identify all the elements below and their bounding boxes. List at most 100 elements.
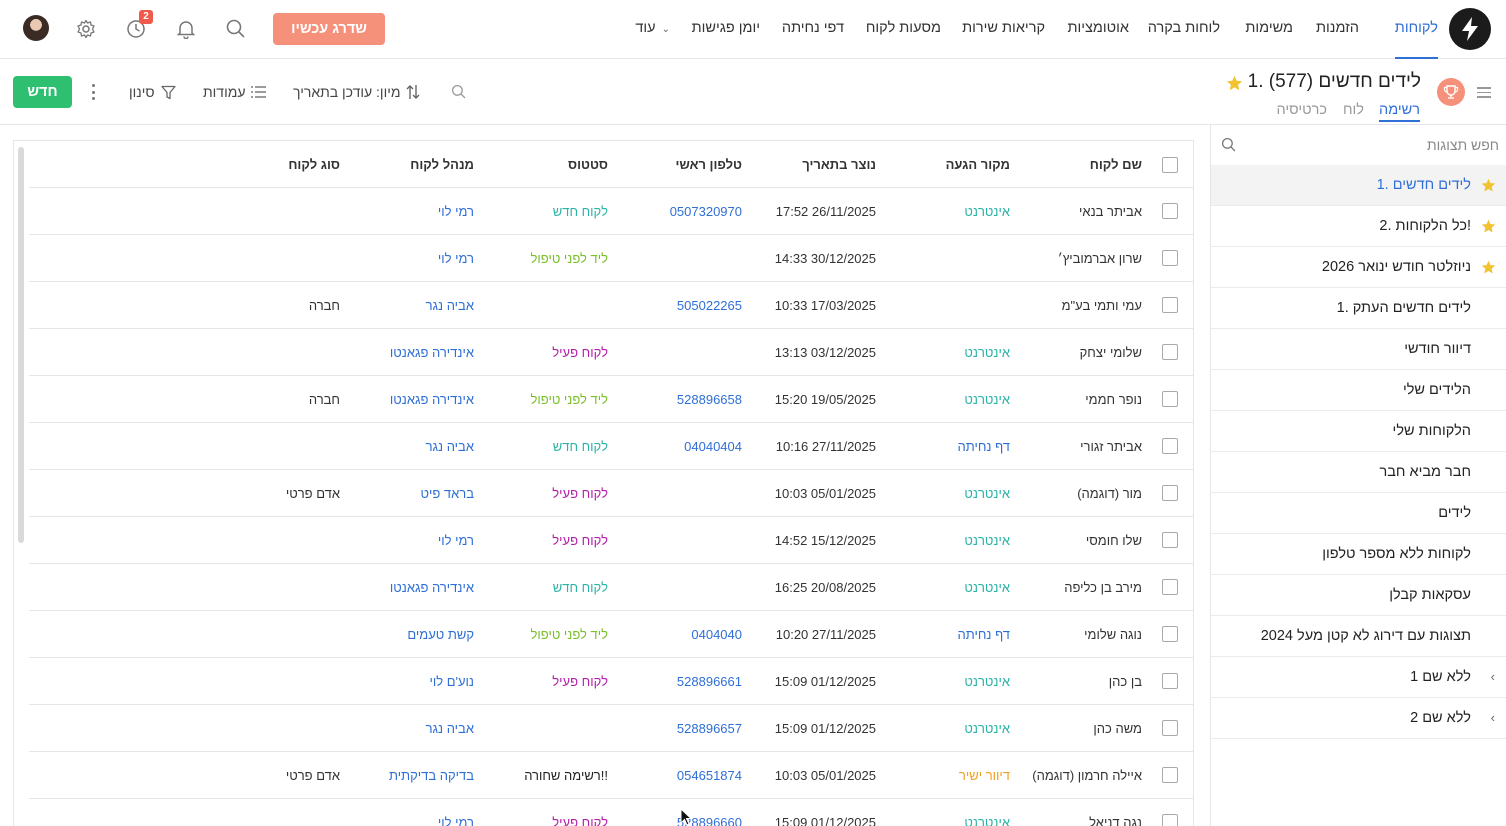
- table-row[interactable]: משה כהן אינטרנט 15:09 01/12/2025 528896657 א…: [29, 705, 1193, 752]
- search-icon[interactable]: [224, 17, 248, 41]
- views-search[interactable]: חפש תצוגות: [1211, 125, 1506, 165]
- col-header-type[interactable]: סוג לקוח: [288, 157, 340, 172]
- row-checkbox[interactable]: [1162, 814, 1178, 826]
- sidebar-view-item[interactable]: 1. לידים חדשים: [1211, 165, 1506, 206]
- col-header-source[interactable]: מקור הגעה: [945, 157, 1010, 172]
- row-checkbox[interactable]: [1162, 767, 1178, 783]
- chevron-left-icon[interactable]: ‹: [1490, 710, 1495, 725]
- col-header-name[interactable]: שם לקוח: [1089, 157, 1142, 172]
- row-checkbox[interactable]: [1162, 532, 1178, 548]
- cell-phone[interactable]: 528896660: [676, 815, 742, 826]
- cell-phone[interactable]: 528896658: [676, 392, 742, 407]
- hamburger-icon[interactable]: [1477, 87, 1491, 98]
- star-icon[interactable]: [1481, 178, 1496, 193]
- nav-orders[interactable]: הזמנות: [1316, 20, 1359, 36]
- sidebar-view-item[interactable]: הלקוחות שלי: [1211, 411, 1506, 452]
- cell-manager[interactable]: אביה נגר: [425, 721, 474, 736]
- sidebar-view-item[interactable]: עסקאות קבלן: [1211, 575, 1506, 616]
- more-options-icon[interactable]: [92, 84, 96, 100]
- tab-cards[interactable]: כרטיסיה: [1276, 102, 1327, 118]
- views-search-input[interactable]: חפש תצוגות: [1426, 137, 1499, 153]
- cell-manager[interactable]: אינדירה פגאנטו: [389, 392, 474, 407]
- new-record-button[interactable]: חדש: [13, 76, 72, 108]
- cell-manager[interactable]: בדיקה בדיקתית: [389, 768, 474, 783]
- row-checkbox[interactable]: [1162, 391, 1178, 407]
- cell-phone[interactable]: 528896657: [676, 721, 742, 736]
- row-checkbox[interactable]: [1162, 485, 1178, 501]
- gear-icon[interactable]: [74, 17, 98, 41]
- cell-phone[interactable]: 04040404: [684, 439, 742, 454]
- sidebar-view-item[interactable]: 1. לידים חדשים העתק: [1211, 288, 1506, 329]
- table-row[interactable]: אביתר בנאי אינטרנט 17:52 26/11/2025 0507320…: [29, 188, 1193, 235]
- vertical-scrollbar[interactable]: [18, 147, 24, 543]
- cell-phone[interactable]: 528896661: [676, 674, 742, 689]
- upgrade-button[interactable]: שדרג עכשיו: [273, 13, 385, 45]
- cell-phone[interactable]: 0507320970: [669, 204, 742, 219]
- sidebar-view-item[interactable]: תצוגות עם דירוג לא קטן מעל 2024: [1211, 616, 1506, 657]
- row-checkbox[interactable]: [1162, 344, 1178, 360]
- col-header-status[interactable]: סטטוס: [568, 157, 608, 172]
- row-checkbox[interactable]: [1162, 250, 1178, 266]
- filter-button[interactable]: סינון: [129, 83, 176, 101]
- select-all-checkbox[interactable]: [1162, 157, 1178, 173]
- table-row[interactable]: אביתר זגורי דף נחיתה 10:16 27/11/2025 04040…: [29, 423, 1193, 470]
- chevron-left-icon[interactable]: ‹: [1490, 669, 1495, 684]
- table-row[interactable]: איילה חרמון (דוגמה) דיוור ישיר 10:03 05/01…: [29, 752, 1193, 799]
- cell-manager[interactable]: רמי לוי: [437, 815, 474, 826]
- nav-tasks[interactable]: משימות: [1245, 20, 1293, 36]
- sidebar-view-item[interactable]: דיוור חודשי: [1211, 329, 1506, 370]
- row-checkbox[interactable]: [1162, 579, 1178, 595]
- nav-dashboards[interactable]: לוחות בקרה: [1147, 20, 1220, 36]
- nav-landing-pages[interactable]: דפי נחיתה: [781, 20, 844, 36]
- table-row[interactable]: עמי ותמי בע"מ 10:33 17/03/2025 505022265 אב…: [29, 282, 1193, 329]
- nav-meetings-calendar[interactable]: יומן פגישות: [691, 20, 760, 36]
- cell-manager[interactable]: רמי לוי: [437, 251, 474, 266]
- cell-phone[interactable]: 505022265: [676, 298, 742, 313]
- cell-manager[interactable]: רמי לוי: [437, 204, 474, 219]
- cell-manager[interactable]: אינדירה פגאנטו: [389, 345, 474, 360]
- star-icon[interactable]: [1481, 260, 1496, 275]
- cell-manager[interactable]: קשת טעמים: [407, 627, 474, 642]
- table-row[interactable]: שרון אברמוביץ׳ 14:33 30/12/2025 ליד לפני ט…: [29, 235, 1193, 282]
- nav-service-calls[interactable]: קריאות שירות: [962, 20, 1045, 36]
- table-row[interactable]: מירב בן כליפה אינטרנט 16:25 20/08/2025 לקוח…: [29, 564, 1193, 611]
- favorite-star-icon[interactable]: [1226, 75, 1243, 92]
- cell-manager[interactable]: נוע'ם לוי: [429, 674, 474, 689]
- cell-manager[interactable]: אביה נגר: [425, 298, 474, 313]
- row-checkbox[interactable]: [1162, 203, 1178, 219]
- table-row[interactable]: נגה דניאל אינטרנט 15:09 01/12/2025 52889666…: [29, 799, 1193, 826]
- table-search-icon[interactable]: [451, 83, 467, 101]
- sidebar-view-item[interactable]: לקוחות ללא מספר טלפון: [1211, 534, 1506, 575]
- table-row[interactable]: נוגה שלומי דף נחיתה 10:20 27/11/2025 040404…: [29, 611, 1193, 658]
- table-row[interactable]: מור (דוגמה) אינטרנט 10:03 05/01/2025 לקוח פ…: [29, 470, 1193, 517]
- star-icon[interactable]: [1481, 219, 1496, 234]
- row-checkbox[interactable]: [1162, 673, 1178, 689]
- bell-icon[interactable]: [174, 17, 198, 41]
- nav-more[interactable]: עוד ⌄: [635, 0, 670, 59]
- sidebar-view-item[interactable]: 2. כל הלקוחות!: [1211, 206, 1506, 247]
- row-checkbox[interactable]: [1162, 297, 1178, 313]
- cell-manager[interactable]: אינדירה פגאנטו: [389, 580, 474, 595]
- table-row[interactable]: בן כהן אינטרנט 15:09 01/12/2025 528896661 לק…: [29, 658, 1193, 705]
- tab-list[interactable]: רשימה: [1379, 102, 1420, 122]
- sidebar-view-item[interactable]: חבר מביא חבר: [1211, 452, 1506, 493]
- cell-phone[interactable]: 054651874: [676, 768, 742, 783]
- table-row[interactable]: שלומי יצחק אינטרנט 13:13 03/12/2025 לקוח פע…: [29, 329, 1193, 376]
- clock-icon[interactable]: [124, 17, 148, 41]
- nav-customer-journeys[interactable]: מסעות לקוח: [865, 20, 941, 36]
- sidebar-view-item[interactable]: ניוזלטר חודש ינואר 2026: [1211, 247, 1506, 288]
- user-avatar[interactable]: [23, 15, 49, 41]
- row-checkbox[interactable]: [1162, 720, 1178, 736]
- app-logo[interactable]: [1449, 8, 1491, 50]
- sidebar-view-item[interactable]: ללא שם 2 ‹: [1211, 698, 1506, 739]
- row-checkbox[interactable]: [1162, 626, 1178, 642]
- table-row[interactable]: שלו חומסי אינטרנט 14:52 15/12/2025 לקוח פעי…: [29, 517, 1193, 564]
- tab-board[interactable]: לוח: [1343, 102, 1364, 118]
- col-header-created[interactable]: נוצר בתאריך: [802, 157, 876, 172]
- cell-phone[interactable]: 0404040: [691, 627, 742, 642]
- nav-automations[interactable]: אוטומציות: [1067, 20, 1129, 36]
- row-checkbox[interactable]: [1162, 438, 1178, 454]
- nav-customers[interactable]: לקוחות: [1394, 0, 1438, 59]
- sidebar-view-item[interactable]: לידים: [1211, 493, 1506, 534]
- col-header-manager[interactable]: מנהל לקוח: [410, 157, 474, 172]
